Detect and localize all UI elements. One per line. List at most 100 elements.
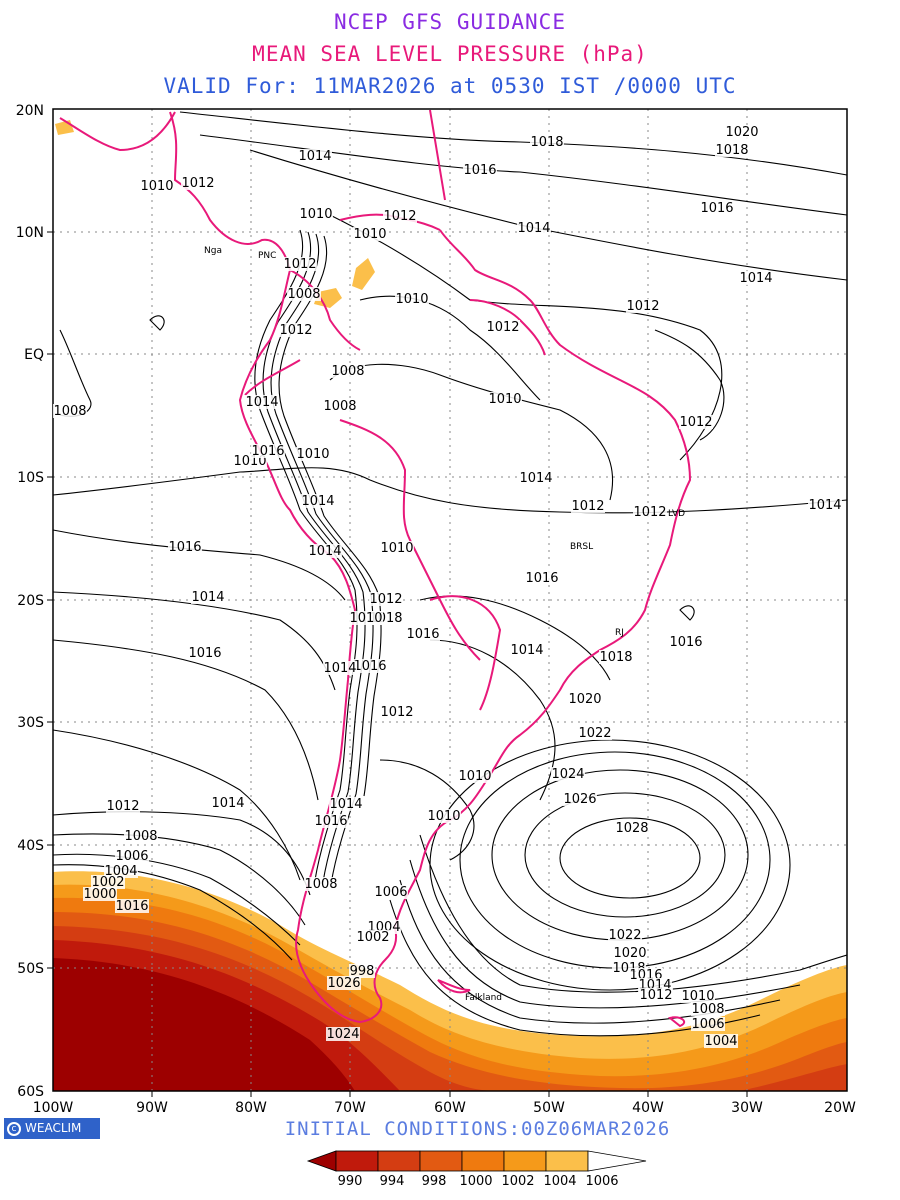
colorbar-tick: 1006 (585, 1174, 618, 1189)
lon-label: 100W (33, 1100, 74, 1116)
svg-text:1002: 1002 (91, 875, 124, 890)
contour-label: 1014 (739, 271, 773, 286)
svg-text:1014: 1014 (301, 494, 334, 509)
initial-conditions: INITIAL CONDITIONS:00Z06MAR2026 (284, 1118, 671, 1140)
title-valid-time: VALID For: 11MAR2026 at 0530 IST /0000 U… (163, 74, 737, 98)
svg-text:1008: 1008 (124, 829, 157, 844)
svg-text:1010: 1010 (427, 809, 460, 824)
svg-text:1024: 1024 (551, 767, 584, 782)
contour-label: 1016 (168, 540, 202, 555)
lat-label: 30S (17, 715, 44, 731)
contour-label: 1012 (486, 320, 520, 335)
svg-text:1026: 1026 (327, 976, 360, 991)
lat-label: 60S (17, 1084, 44, 1100)
contour-label: 1016 (115, 899, 149, 914)
contour-label: 1012 (380, 705, 414, 720)
contour-label: 1008 (287, 287, 321, 302)
contour-label: 1010 (395, 292, 429, 307)
svg-text:1014: 1014 (510, 643, 543, 658)
svg-text:1010: 1010 (296, 447, 329, 462)
contour-label: 1010 (296, 447, 330, 462)
lat-label: 20S (17, 593, 44, 609)
lon-label: 50W (533, 1100, 565, 1116)
svg-text:1008: 1008 (287, 287, 320, 302)
contour-label: 1008 (691, 1002, 725, 1017)
contour-label: 1016 (353, 659, 387, 674)
lat-label: 10S (17, 470, 44, 486)
station-label: BRSL (570, 542, 593, 552)
svg-text:1016: 1016 (115, 899, 148, 914)
svg-text:1018: 1018 (715, 143, 748, 158)
contour-label: 1016 (525, 571, 559, 586)
contour-label: 1016 (669, 635, 703, 650)
contour-label: 1018 (530, 135, 564, 150)
lon-label: 60W (434, 1100, 466, 1116)
contour-label: 1014 (301, 494, 335, 509)
contour-label: 1000 (83, 887, 117, 902)
svg-text:1012: 1012 (626, 299, 659, 314)
contour-label: 1012 (369, 592, 403, 607)
contour-label: 1014 (808, 498, 842, 513)
contour-label: 1016 (463, 163, 497, 178)
svg-text:1008: 1008 (323, 399, 356, 414)
svg-text:1026: 1026 (563, 792, 596, 807)
lat-label: 50S (17, 961, 44, 977)
svg-text:1010: 1010 (299, 207, 332, 222)
contour-label: 1014 (298, 149, 332, 164)
colorbar-tick: 998 (422, 1174, 447, 1189)
contour-label: 1014 (510, 643, 544, 658)
contour-label: 1014 (323, 661, 357, 676)
svg-text:1014: 1014 (298, 149, 331, 164)
svg-text:1008: 1008 (691, 1002, 724, 1017)
lat-label: 40S (17, 838, 44, 854)
svg-text:1014: 1014 (519, 471, 552, 486)
svg-text:1006: 1006 (691, 1017, 724, 1032)
svg-text:1012: 1012 (679, 415, 712, 430)
copyright-icon: c (7, 1121, 21, 1136)
contour-label: 1018 (599, 650, 633, 665)
svg-text:1022: 1022 (608, 928, 641, 943)
contour-label: 1014 (517, 221, 551, 236)
svg-text:1014: 1014 (308, 544, 341, 559)
coastlines (59, 109, 692, 1028)
colorbar-tick: 990 (338, 1174, 363, 1189)
contour-label: 1010 (140, 179, 174, 194)
contour-label: 998 (349, 964, 375, 979)
svg-text:998: 998 (350, 964, 375, 979)
map-area (53, 109, 847, 1091)
contour-label: 1010 (488, 392, 522, 407)
lat-label: EQ (24, 347, 44, 363)
contour-label: 1014 (211, 796, 245, 811)
svg-text:1016: 1016 (353, 659, 386, 674)
svg-text:1024: 1024 (326, 1027, 359, 1042)
svg-text:1016: 1016 (525, 571, 558, 586)
station-label: LVD (668, 509, 685, 519)
lat-labels: 20N 10N EQ 10S 20S 30S 40S 50S 60S (16, 103, 44, 1100)
svg-text:1022: 1022 (578, 726, 611, 741)
contour-label: 1006 (374, 885, 408, 900)
title-model: NCEP GFS GUIDANCE (334, 10, 566, 34)
svg-text:1010: 1010 (395, 292, 428, 307)
contour-label: 1014 (519, 471, 553, 486)
contour-label: 1016 (406, 627, 440, 642)
weaclim-logo: c WEACLIM (4, 1118, 100, 1139)
svg-text:1014: 1014 (517, 221, 550, 236)
contour-label: 1008 (331, 364, 365, 379)
colorbar-labels: 990 994 998 1000 1002 1004 1006 (338, 1174, 619, 1189)
contour-label: 1004 (704, 1034, 738, 1049)
svg-text:1010: 1010 (353, 227, 386, 242)
svg-text:1012: 1012 (283, 257, 316, 272)
contour-label: 1012 (633, 505, 667, 520)
lon-label: 30W (731, 1100, 763, 1116)
contour-label: 1002 (91, 875, 125, 890)
svg-text:1012: 1012 (571, 499, 604, 514)
contour-label: 1012 (571, 499, 605, 514)
lon-label: 90W (136, 1100, 168, 1116)
contour-label: 1010 (427, 809, 461, 824)
contour-label: 1024 (551, 767, 585, 782)
lon-label: 80W (235, 1100, 267, 1116)
contour-label: 1018 (715, 143, 749, 158)
colorbar-tick: 1002 (501, 1174, 534, 1189)
contour-label: 1026 (563, 792, 597, 807)
